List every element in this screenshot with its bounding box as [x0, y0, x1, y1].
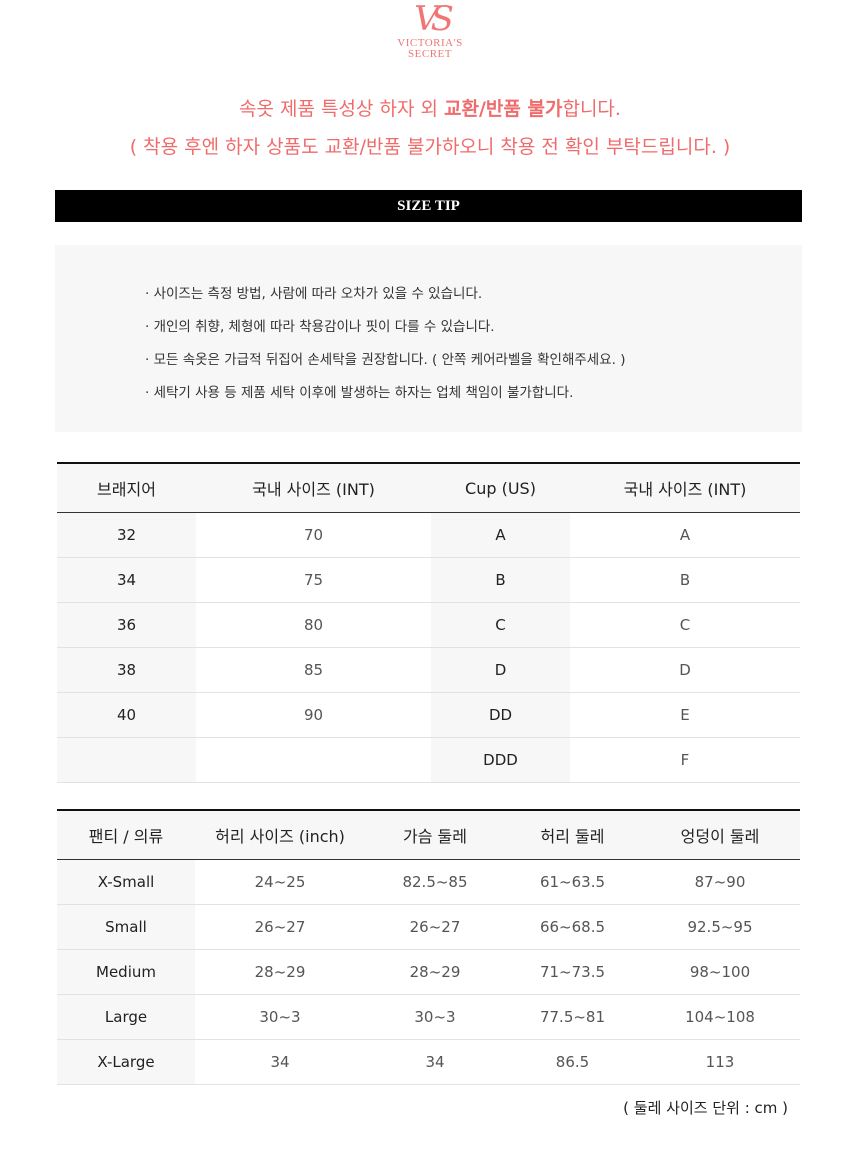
table-cell: 30~3 — [365, 994, 505, 1040]
table-row: 38 85 D D — [57, 647, 800, 693]
column-header: 엉덩이 둘레 — [640, 810, 800, 860]
table-cell — [196, 737, 431, 783]
table-cell: D — [570, 647, 800, 693]
table-cell: 32 — [57, 512, 196, 558]
table-cell: 92.5~95 — [640, 904, 800, 950]
table-cell: Small — [57, 904, 195, 950]
logo-line2: Secret — [408, 48, 452, 60]
notice-text: 속옷 제품 특성상 하자 외 — [239, 98, 445, 120]
table-cell: 24~25 — [195, 859, 365, 905]
table-cell: C — [431, 602, 570, 648]
bra-size-table: 브래지어 국내 사이즈 (INT) Cup (US) 국내 사이즈 (INT) 32 70… — [57, 462, 800, 783]
table-cell: 66~68.5 — [505, 904, 640, 950]
table-cell: 80 — [196, 602, 431, 648]
brand-logo: VS Victoria's Secret — [380, 0, 480, 70]
column-header: 국내 사이즈 (INT) — [570, 463, 800, 513]
table-cell: 113 — [640, 1039, 800, 1085]
column-header: 가슴 둘레 — [365, 810, 505, 860]
table-cell: Medium — [57, 949, 195, 995]
table-cell: 98~100 — [640, 949, 800, 995]
column-header: 팬티 / 의류 — [57, 810, 195, 860]
table-cell: 28~29 — [365, 949, 505, 995]
table-cell: 61~63.5 — [505, 859, 640, 905]
table-cell: 26~27 — [365, 904, 505, 950]
table-cell: 71~73.5 — [505, 949, 640, 995]
logo-monogram: VS — [414, 0, 454, 39]
table-cell: 104~108 — [640, 994, 800, 1040]
table-row: 40 90 DD E — [57, 692, 800, 738]
column-header: 허리 사이즈 (inch) — [195, 810, 365, 860]
tip-item: · 세탁기 사용 등 제품 세탁 이후에 발생하는 하자는 업체 책임이 불가합… — [145, 385, 574, 401]
notice-text-end: 합니다. — [562, 98, 621, 120]
table-cell: B — [431, 557, 570, 603]
table-cell: 75 — [196, 557, 431, 603]
size-tip-box: · 사이즈는 측정 방법, 사람에 따라 오차가 있을 수 있습니다. · 개인의… — [55, 245, 802, 432]
table-row: DDD F — [57, 737, 800, 783]
table-cell: 36 — [57, 602, 196, 648]
table-cell: 87~90 — [640, 859, 800, 905]
table-cell: 34 — [195, 1039, 365, 1085]
table-cell: 40 — [57, 692, 196, 738]
table-row: 36 80 C C — [57, 602, 800, 648]
table-cell: 26~27 — [195, 904, 365, 950]
tip-item: · 모든 속옷은 가급적 뒤집어 손세탁을 권장합니다. ( 안쪽 케어라벨을 … — [145, 352, 626, 368]
table-row: Medium 28~29 28~29 71~73.5 98~100 — [57, 949, 800, 995]
table-cell: B — [570, 557, 800, 603]
table-cell: F — [570, 737, 800, 783]
table-cell: D — [431, 647, 570, 693]
table-cell: 90 — [196, 692, 431, 738]
table-cell: E — [570, 692, 800, 738]
table-row: X-Small 24~25 82.5~85 61~63.5 87~90 — [57, 859, 800, 905]
table-row: 34 75 B B — [57, 557, 800, 603]
table-row: Small 26~27 26~27 66~68.5 92.5~95 — [57, 904, 800, 950]
size-tip-title: SIZE TIP — [55, 190, 802, 222]
table-cell: 86.5 — [505, 1039, 640, 1085]
table-cell: 34 — [57, 557, 196, 603]
table-cell: 77.5~81 — [505, 994, 640, 1040]
logo-line1: Victoria's — [397, 37, 463, 49]
table-cell: 38 — [57, 647, 196, 693]
table-cell: C — [570, 602, 800, 648]
table-cell: 85 — [196, 647, 431, 693]
column-header: 허리 둘레 — [505, 810, 640, 860]
notice-bold: 교환/반품 불가 — [444, 98, 563, 120]
table-cell: Large — [57, 994, 195, 1040]
table-cell: 34 — [365, 1039, 505, 1085]
table-cell: A — [431, 512, 570, 558]
table-cell: 70 — [196, 512, 431, 558]
panty-size-table: 팬티 / 의류 허리 사이즈 (inch) 가슴 둘레 허리 둘레 엉덩이 둘레 X-Sm… — [57, 809, 800, 1085]
table-cell: X-Large — [57, 1039, 195, 1085]
table-row: Large 30~3 30~3 77.5~81 104~108 — [57, 994, 800, 1040]
notice-line2: ( 착용 후엔 하자 상품도 교환/반품 불가하오니 착용 전 확인 부탁드립니… — [129, 136, 731, 158]
table-cell: DD — [431, 692, 570, 738]
table-cell: X-Small — [57, 859, 195, 905]
table-row: 32 70 A A — [57, 512, 800, 558]
table-cell: 82.5~85 — [365, 859, 505, 905]
tip-item: · 개인의 취향, 체형에 따라 착용감이나 핏이 다를 수 있습니다. — [145, 319, 495, 335]
table-cell — [57, 737, 196, 783]
column-header: Cup (US) — [431, 463, 570, 513]
column-header: 국내 사이즈 (INT) — [196, 463, 431, 513]
tip-item: · 사이즈는 측정 방법, 사람에 따라 오차가 있을 수 있습니다. — [145, 286, 483, 302]
table-cell: 28~29 — [195, 949, 365, 995]
table-cell: 30~3 — [195, 994, 365, 1040]
table-cell: A — [570, 512, 800, 558]
table-row: X-Large 34 34 86.5 113 — [57, 1039, 800, 1085]
table-cell: DDD — [431, 737, 570, 783]
notice-line1: 속옷 제품 특성상 하자 외 교환/반품 불가합니다. — [0, 94, 860, 121]
column-header: 브래지어 — [57, 463, 196, 513]
unit-note: ( 둘레 사이즈 단위 : cm ) — [623, 1099, 788, 1117]
